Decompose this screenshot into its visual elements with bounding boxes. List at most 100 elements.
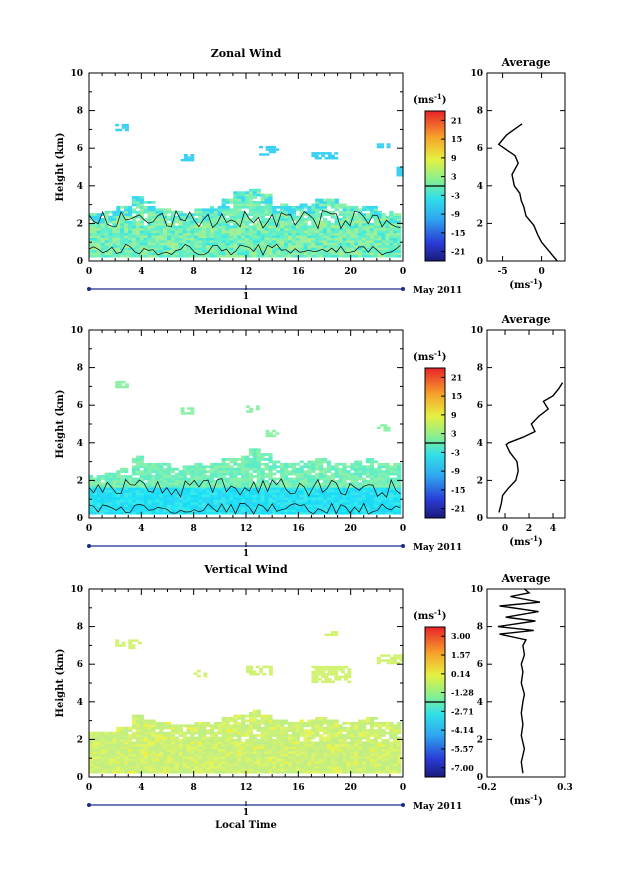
heatmap-cell <box>303 497 308 500</box>
heatmap-cell <box>334 225 339 229</box>
heatmap-cell <box>194 213 199 216</box>
heatmap-cell <box>170 726 176 730</box>
heatmap-cell <box>256 748 261 752</box>
heatmap-cell <box>245 768 250 772</box>
heatmap-cell <box>303 472 308 476</box>
heatmap-cell <box>108 482 113 486</box>
heatmap-cell <box>229 768 234 772</box>
heatmap-cell <box>147 240 152 243</box>
heatmap-cell <box>342 252 347 256</box>
heatmap-cell <box>241 731 246 735</box>
heatmap-cell <box>311 210 316 214</box>
heatmap-cell <box>350 484 355 488</box>
heatmap-cell <box>330 492 335 495</box>
heatmap-cell <box>147 729 152 732</box>
heatmap-cell <box>362 220 367 224</box>
heatmap-cell <box>276 232 281 236</box>
heatmap-cell <box>241 714 246 718</box>
heatmap-cell <box>170 247 176 251</box>
heatmap-cell <box>245 460 250 464</box>
heatmap-cell <box>198 751 203 754</box>
heatmap-cell <box>252 497 257 500</box>
heatmap-cell <box>163 511 168 515</box>
heatmap-cell <box>280 465 285 469</box>
heatmap-cell <box>167 751 172 754</box>
heatmap-cell <box>174 761 179 764</box>
heatmap-cell <box>182 504 187 508</box>
heatmap-cell <box>338 230 343 234</box>
heatmap-cell <box>190 230 195 234</box>
heatmap-cell <box>174 499 179 503</box>
heatmap-cell <box>256 208 261 212</box>
heatmap-cell <box>381 472 386 476</box>
heatmap-cell <box>120 726 125 730</box>
heatmap-cell <box>167 237 172 241</box>
heatmap-cell <box>381 494 386 498</box>
heatmap-cell <box>89 215 94 219</box>
heatmap-cell <box>202 506 207 510</box>
heatmap-cell <box>241 201 246 204</box>
heatmap-cell <box>178 254 183 258</box>
heatmap-cell <box>174 220 179 224</box>
heatmap-cell <box>124 254 129 258</box>
heatmap-cell <box>256 753 261 757</box>
heatmap-cell <box>268 719 273 723</box>
heatmap-cell <box>143 210 148 214</box>
heatmap-cell <box>245 472 250 476</box>
heatmap-cell <box>385 227 390 231</box>
heatmap-cell <box>124 765 129 769</box>
heatmap-cell <box>202 746 207 750</box>
heatmap-cell <box>284 230 289 234</box>
heatmap-cell <box>112 482 117 486</box>
heatmap-cell <box>303 746 308 750</box>
heatmap-cell <box>342 237 347 241</box>
heatmap-cell <box>307 741 312 745</box>
heatmap-cell <box>365 497 371 500</box>
heatmap-cell <box>163 741 168 745</box>
heatmap-cell <box>120 218 125 221</box>
heatmap-cell <box>225 223 230 226</box>
heatmap-cell <box>389 509 394 513</box>
heatmap-cell <box>280 746 285 750</box>
heatmap-cell <box>206 489 211 493</box>
heatmap-cell <box>170 480 176 483</box>
heatmap-cell <box>135 748 140 752</box>
heatmap-cell <box>365 220 371 224</box>
heatmap-cell <box>112 235 117 238</box>
heatmap-cell <box>241 465 246 469</box>
heatmap-cell <box>221 249 226 253</box>
heatmap-title: Zonal Wind <box>211 47 282 60</box>
heatmap-cell <box>350 215 355 219</box>
heatmap-cell <box>311 245 316 248</box>
heatmap-cell <box>260 223 265 226</box>
heatmap-cell <box>147 751 152 754</box>
heatmap-cell <box>350 213 355 216</box>
heatmap-cell <box>354 502 359 505</box>
heatmap-cell <box>159 768 164 772</box>
heatmap-cell <box>151 242 156 246</box>
heatmap-cell <box>245 758 250 762</box>
heatmap-cell <box>112 731 117 735</box>
heatmap-cell <box>354 252 359 256</box>
colorbar-tick-label: -15 <box>451 485 465 495</box>
heatmap-cell <box>225 717 230 720</box>
heatmap-cell <box>260 201 265 204</box>
heatmap-cell <box>256 743 261 747</box>
heatmap-cell <box>354 245 359 248</box>
heatmap-cell <box>323 753 328 757</box>
heatmap-cell <box>89 484 94 488</box>
heatmap-cell <box>397 475 402 478</box>
heatmap-cell <box>112 492 117 495</box>
heatmap-cell <box>190 484 195 488</box>
heatmap-cell <box>163 472 168 476</box>
heatmap-cell <box>256 729 261 732</box>
heatmap-cell <box>202 770 207 774</box>
heatmap-cell <box>237 210 242 214</box>
heatmap-patch-cell <box>115 128 120 132</box>
heatmap-cell <box>248 213 254 216</box>
heatmap-cell <box>167 470 172 473</box>
heatmap-cell <box>202 753 207 757</box>
heatmap-cell <box>365 492 371 495</box>
heatmap-cell <box>89 509 94 513</box>
heatmap-patch-cell <box>268 150 273 154</box>
